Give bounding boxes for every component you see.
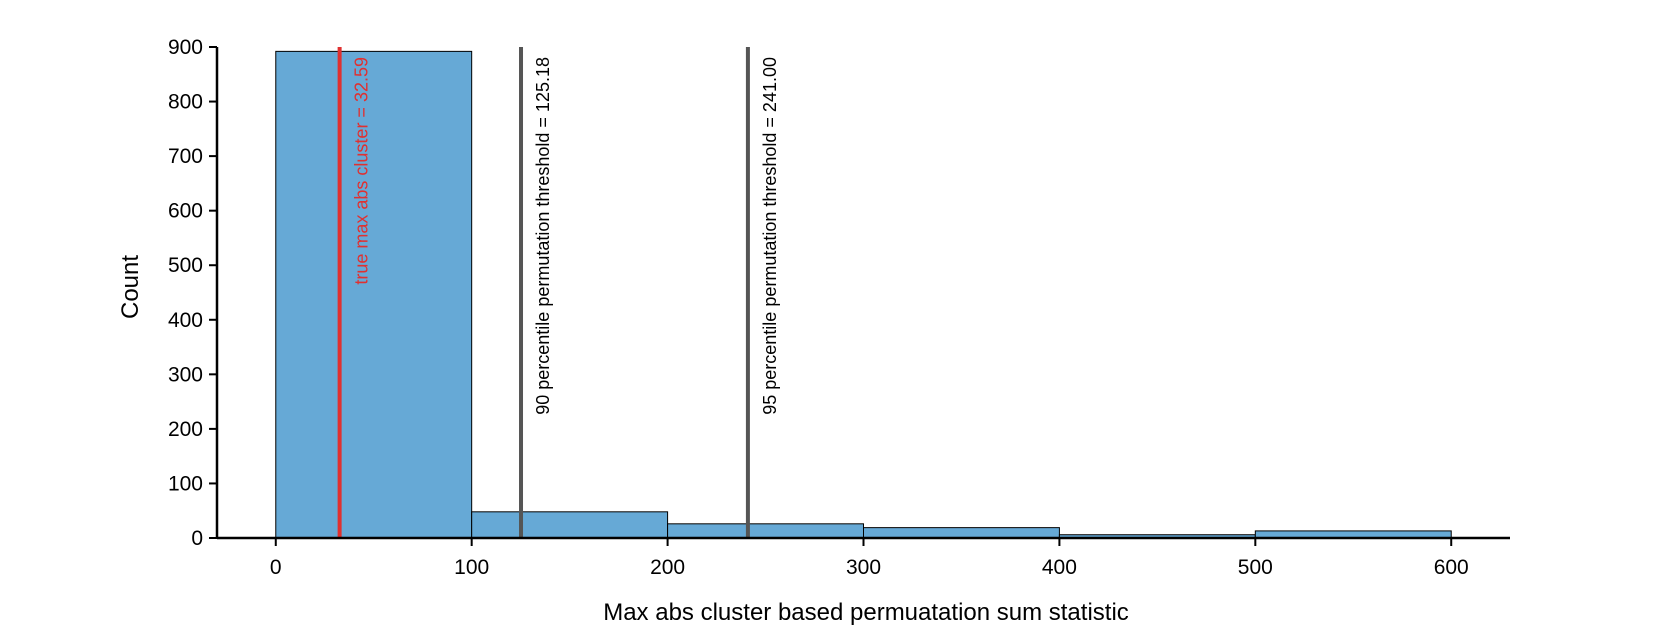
x-tick-label-6: 600 [1434, 556, 1469, 579]
y-tick-label-0: 0 [191, 527, 203, 550]
histogram-bar-2 [667, 523, 864, 539]
histogram-bar-1 [471, 511, 669, 539]
vline-label-2: 95 percentile permutation threshold = 24… [760, 57, 780, 415]
histogram-bar-0 [275, 50, 473, 539]
x-axis-label: Max abs cluster based permuatation sum s… [603, 599, 1129, 625]
x-tick-label-3: 300 [846, 556, 881, 579]
y-tick-label-8: 800 [168, 91, 203, 114]
x-tick-label-1: 100 [454, 556, 489, 579]
threshold-lines: true max abs cluster = 32.59 90 percentil… [337, 47, 780, 538]
y-tick-label-1: 100 [168, 472, 203, 495]
y-tick-label-4: 400 [168, 309, 203, 332]
y-tick-label-2: 200 [168, 418, 203, 441]
x-tick-label-5: 500 [1238, 556, 1273, 579]
histogram-bar-3 [863, 527, 1060, 539]
y-tick-label-5: 500 [168, 254, 203, 277]
y-tick-label-6: 600 [168, 200, 203, 223]
y-axis-label: Count [117, 255, 144, 319]
x-tick-label-2: 200 [650, 556, 685, 579]
y-tick-label-3: 300 [168, 363, 203, 386]
histogram-bars [275, 50, 1452, 539]
vline-label-0: true max abs cluster = 32.59 [352, 57, 372, 285]
x-axis: 0 100 200 300 400 500 600 [217, 536, 1510, 579]
x-tick-label-0: 0 [270, 556, 282, 579]
x-tick-label-4: 400 [1042, 556, 1077, 579]
y-axis: 0 100 200 300 400 500 600 700 800 900 [168, 36, 219, 550]
y-tick-label-7: 700 [168, 145, 203, 168]
y-tick-label-9: 900 [168, 36, 203, 59]
vline-label-1: 90 percentile permutation threshold = 12… [533, 57, 553, 415]
